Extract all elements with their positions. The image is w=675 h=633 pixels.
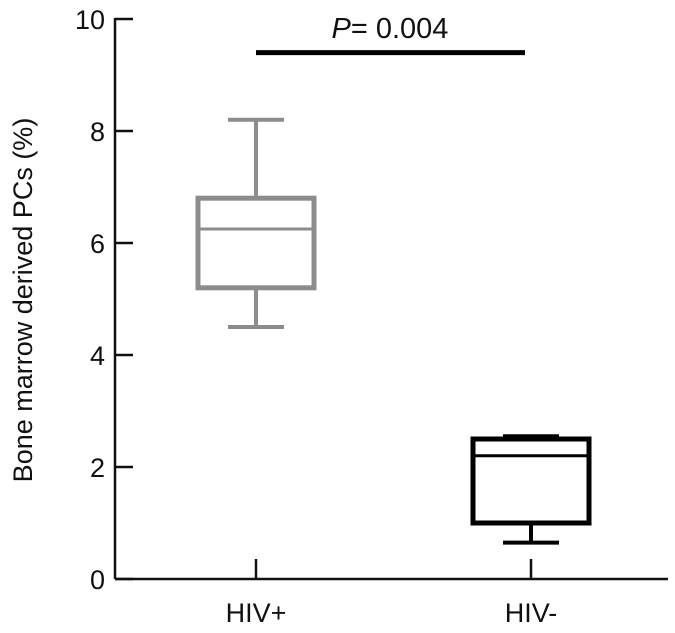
- y-tick-label: 2: [90, 453, 105, 483]
- box-HIV-: [470, 434, 592, 545]
- iqr-box: [195, 195, 317, 291]
- axes: [113, 18, 668, 581]
- x-ticks: HIV+ HIV-: [226, 559, 558, 628]
- x-tick-label: HIV+: [226, 598, 287, 628]
- y-tick-label: 10: [75, 5, 105, 35]
- y-axis-title: Bone marrow derived PCs (%): [8, 118, 38, 483]
- y-tick-label: 6: [90, 229, 105, 259]
- y-ticks: 0 2 4 6 8 10: [75, 5, 133, 595]
- p-value-label: P= 0.004: [332, 13, 449, 45]
- significance-annotation: P= 0.004: [256, 13, 525, 56]
- boxes: [195, 117, 592, 545]
- y-tick-label: 0: [90, 565, 105, 595]
- iqr-box: [470, 436, 592, 526]
- y-tick-label: 8: [90, 117, 105, 147]
- x-tick-label: HIV-: [505, 598, 558, 628]
- y-tick-label: 4: [90, 341, 105, 371]
- p-value: = 0.004: [351, 13, 449, 45]
- box-HIV+: [195, 117, 317, 329]
- p-symbol: P: [332, 13, 352, 45]
